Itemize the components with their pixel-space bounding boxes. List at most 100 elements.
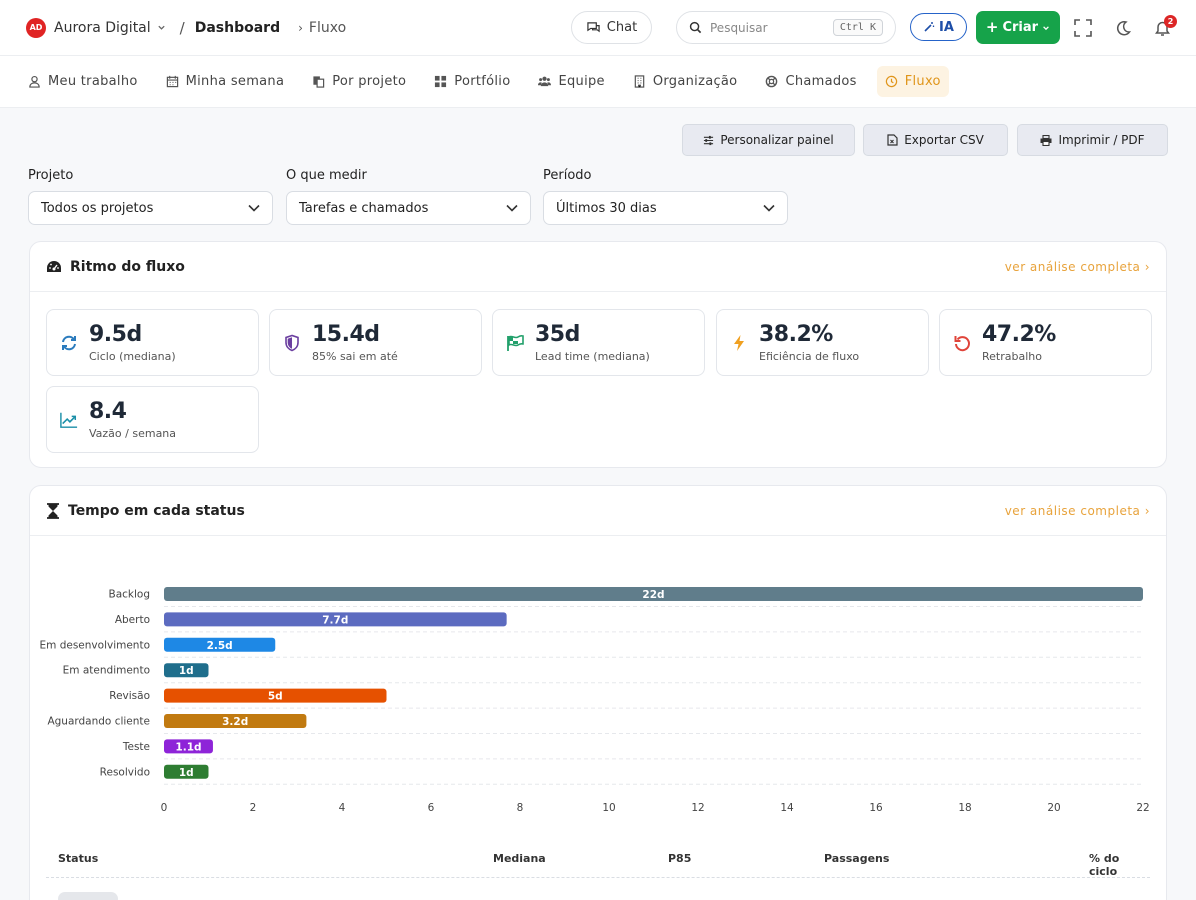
chevron-down-icon — [506, 204, 518, 212]
users-icon — [538, 76, 552, 87]
tab-equipe[interactable]: Equipe — [530, 66, 612, 97]
measure-select[interactable]: Tarefas e chamados — [286, 191, 531, 225]
chevron-down-icon — [763, 204, 775, 212]
print-label: Imprimir / PDF — [1058, 133, 1145, 147]
category-label: Teste — [122, 741, 150, 753]
bar-value-label: 22d — [642, 589, 664, 601]
flow-rhythm-card: Ritmo do fluxo ver análise completa › 9.… — [29, 241, 1167, 468]
customize-panel-button[interactable]: Personalizar painel — [682, 124, 855, 156]
tab-por-projeto[interactable]: Por projeto — [304, 66, 414, 97]
kpi-label: Eficiência de fluxo — [759, 350, 860, 363]
bar — [164, 764, 209, 779]
bar-value-label: 1d — [179, 665, 194, 677]
search-input[interactable]: Pesquisar Ctrl K — [676, 11, 896, 44]
fullscreen-icon[interactable] — [1072, 17, 1094, 39]
col-passages[interactable]: Passagens — [824, 852, 890, 865]
customize-label: Personalizar painel — [720, 133, 834, 147]
kpi-throughput: 8.4 Vazão / semana — [46, 386, 259, 453]
kpi-label: Ciclo (mediana) — [89, 350, 176, 363]
chat-label: Chat — [606, 20, 638, 35]
tab-minha-semana[interactable]: Minha semana — [158, 66, 293, 97]
file-csv-icon — [887, 134, 898, 146]
dashboard-tabs: Meu trabalho Minha semana Por projeto Po… — [0, 56, 1196, 108]
full-analysis-link[interactable]: ver análise completa › — [1004, 259, 1150, 274]
filter-label-periodo: Período — [543, 168, 592, 183]
x-tick-label: 2 — [250, 802, 257, 814]
card-header: Ritmo do fluxo ver análise completa › — [30, 242, 1166, 292]
tab-label: Minha semana — [185, 74, 285, 89]
breadcrumb-separator: / — [179, 18, 185, 37]
bar-value-label: 1.1d — [175, 741, 201, 753]
period-select[interactable]: Últimos 30 dias — [543, 191, 788, 225]
category-label: Aberto — [115, 614, 150, 626]
undo-icon — [954, 336, 970, 352]
magic-wand-icon — [924, 22, 935, 32]
kpi-label: Vazão / semana — [89, 427, 177, 440]
tab-label: Por projeto — [332, 74, 407, 89]
card-header: Tempo em cada status ver análise complet… — [30, 486, 1166, 536]
category-label: Backlog — [109, 589, 151, 601]
bar — [164, 688, 387, 703]
status-table-header: Status Mediana P85 Passagens % do ciclo — [46, 850, 1150, 878]
user-icon — [29, 75, 40, 88]
chat-button[interactable]: Chat — [571, 11, 652, 44]
bolt-icon — [734, 335, 744, 351]
breadcrumb-current: Fluxo — [308, 19, 347, 36]
x-tick-label: 4 — [339, 802, 346, 814]
export-label: Exportar CSV — [904, 133, 984, 147]
moon-icon[interactable] — [1112, 17, 1134, 39]
category-label: Aguardando cliente — [47, 716, 150, 728]
kpi-lead-time: 35d Lead time (mediana) — [492, 309, 705, 376]
bar — [164, 587, 1143, 601]
org-switcher[interactable]: Aurora Digital — [54, 20, 166, 36]
tab-organizacao[interactable]: Organização — [625, 66, 746, 97]
ai-label: IA — [939, 19, 954, 35]
chevron-down-icon — [248, 204, 260, 212]
search-shortcut: Ctrl K — [832, 19, 883, 36]
category-label: Em desenvolvimento — [40, 639, 150, 651]
col-cycle-percent[interactable]: % do ciclo — [1089, 852, 1120, 878]
x-tick-label: 14 — [780, 802, 794, 814]
tab-fluxo[interactable]: Fluxo — [876, 66, 949, 97]
status-pill — [58, 892, 118, 900]
col-status[interactable]: Status — [58, 852, 99, 865]
card-title: Ritmo do fluxo — [70, 258, 185, 275]
card-title: Tempo em cada status — [68, 502, 245, 519]
tab-chamados[interactable]: Chamados — [757, 66, 864, 97]
bar — [164, 714, 307, 728]
calendar-icon — [166, 75, 178, 88]
tab-meu-trabalho[interactable]: Meu trabalho — [20, 66, 146, 97]
category-label: Em atendimento — [63, 665, 150, 677]
bar — [164, 663, 209, 678]
tab-label: Fluxo — [904, 74, 941, 89]
x-tick-label: 12 — [691, 802, 704, 814]
period-select-value: Últimos 30 dias — [556, 200, 657, 216]
create-button[interactable]: + Criar — [976, 11, 1060, 44]
filter-label-medir: O que medir — [286, 168, 367, 183]
lifebuoy-icon — [766, 75, 778, 88]
ai-button[interactable]: IA — [910, 13, 967, 41]
chat-icon — [587, 22, 600, 33]
bar-value-label: 1d — [179, 767, 194, 779]
col-median[interactable]: Mediana — [493, 852, 546, 865]
create-label: Criar — [1002, 20, 1039, 35]
col-p85[interactable]: P85 — [668, 852, 692, 865]
trend-icon — [60, 412, 78, 428]
breadcrumb-dashboard[interactable]: Dashboard — [194, 19, 281, 36]
flag-icon — [507, 334, 524, 351]
kpi-value: 8.4 — [89, 399, 127, 424]
tab-label: Meu trabalho — [48, 74, 138, 89]
bar — [164, 612, 507, 627]
x-tick-label: 10 — [602, 802, 615, 814]
kpi-label: Lead time (mediana) — [535, 350, 650, 363]
org-logo[interactable]: AD — [26, 17, 46, 38]
measure-select-value: Tarefas e chamados — [299, 200, 429, 216]
export-csv-button[interactable]: Exportar CSV — [863, 124, 1008, 156]
print-pdf-button[interactable]: Imprimir / PDF — [1017, 124, 1168, 156]
full-analysis-link[interactable]: ver análise completa › — [1004, 503, 1150, 518]
project-select[interactable]: Todos os projetos — [28, 191, 273, 225]
chevron-down-icon — [1043, 25, 1049, 30]
tab-portfolio[interactable]: Portfólio — [426, 66, 518, 97]
x-tick-label: 6 — [428, 802, 435, 814]
hourglass-icon — [47, 502, 59, 519]
